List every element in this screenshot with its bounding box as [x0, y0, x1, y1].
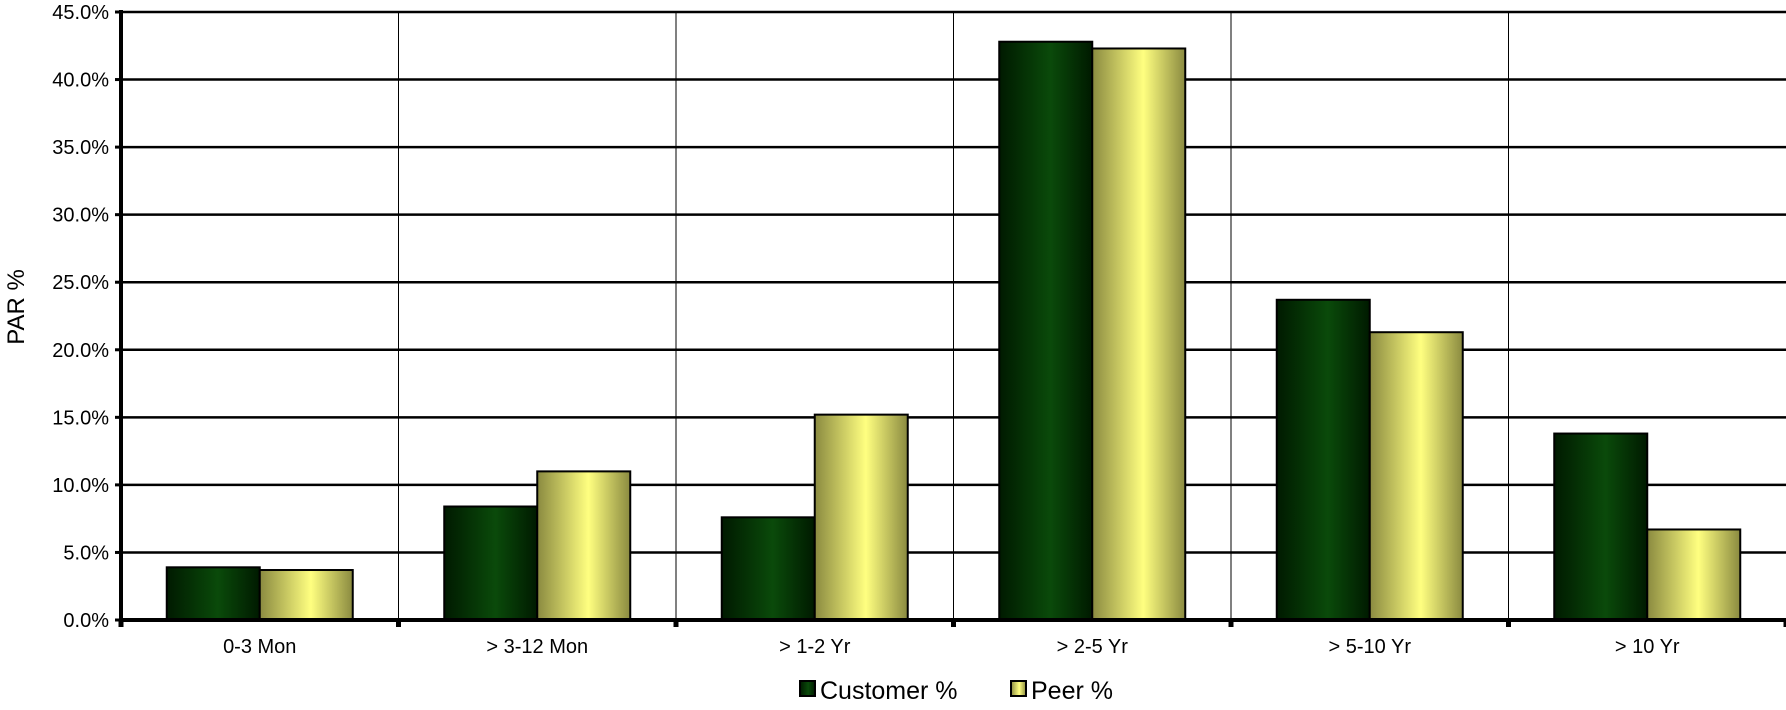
peer-bar: [1646, 528, 1742, 622]
customer-bar: [998, 40, 1094, 622]
legend: Customer % Peer %: [799, 677, 1113, 705]
y-tick-label: 20.0%: [52, 340, 109, 362]
y-tick-label: 30.0%: [52, 205, 109, 227]
x-tick-label: > 2-5 Yr: [1057, 636, 1129, 658]
legend-label: Peer %: [1031, 677, 1113, 705]
peer-bar: [258, 569, 354, 622]
y-tick-label: 15.0%: [52, 407, 109, 429]
customer-bar: [443, 505, 539, 621]
x-tick-label: 0-3 Mon: [223, 636, 296, 658]
y-tick-label: 35.0%: [52, 137, 109, 159]
y-tick-label: 0.0%: [63, 610, 109, 632]
x-tick-label: > 5-10 Yr: [1329, 636, 1412, 658]
customer-bar: [1275, 298, 1371, 621]
y-axis-label: PAR %: [3, 269, 30, 345]
x-tick-label: > 3-12 Mon: [486, 636, 588, 658]
legend-label: Customer %: [820, 677, 958, 705]
y-tick-label: 25.0%: [52, 272, 109, 294]
x-tick-label: > 1-2 Yr: [779, 636, 851, 658]
customer-bar: [720, 516, 816, 621]
bars: [165, 40, 1742, 622]
grid: [121, 10, 1786, 620]
peer-bar: [1091, 47, 1187, 622]
customer-bar: [1553, 432, 1649, 621]
y-tick-label: 40.0%: [52, 70, 109, 92]
y-tick-label: 10.0%: [52, 475, 109, 497]
y-tick-label: 5.0%: [63, 542, 109, 564]
legend-swatch-peer: [1010, 680, 1027, 697]
peer-bar: [536, 470, 632, 621]
customer-bar: [165, 566, 261, 621]
peer-bar: [1368, 331, 1464, 621]
peer-bar: [813, 413, 909, 621]
x-tick-label: > 10 Yr: [1615, 636, 1680, 658]
y-tick-label: 45.0%: [52, 2, 109, 24]
legend-swatch-customer: [799, 680, 816, 697]
axes: 0.0% 5.0% 10.0% 15.0% 20.0% 25.0% 30.0% 35.0% 40…: [52, 2, 1786, 658]
